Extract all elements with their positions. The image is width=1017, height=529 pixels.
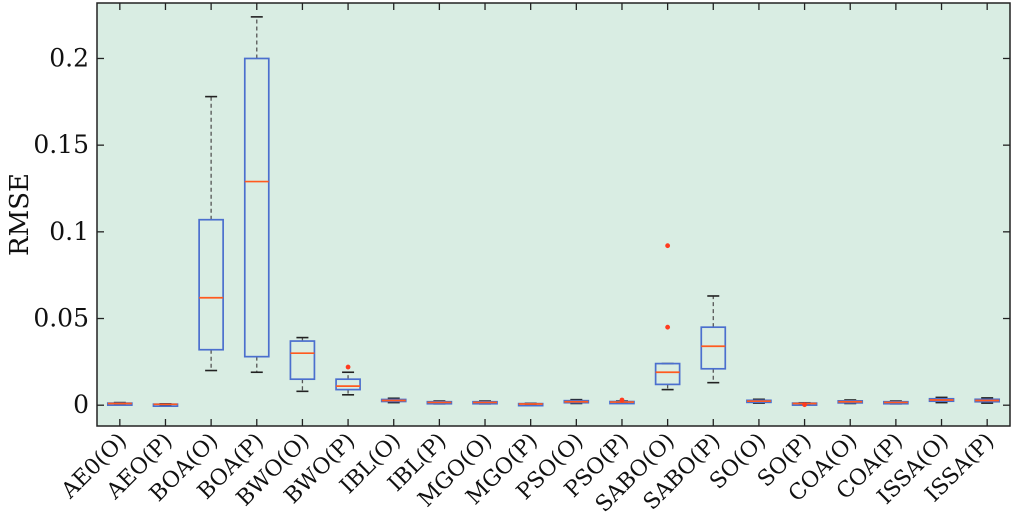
box-BWO(P) — [335, 364, 361, 396]
box-COA(O) — [837, 399, 864, 405]
y-axis-label: RMSE — [5, 173, 35, 256]
outlier-point — [802, 402, 807, 408]
box-iqr — [700, 326, 727, 370]
box-AE0(O) — [106, 401, 133, 406]
y-tick-label: 0 — [73, 390, 89, 419]
box-ISSA(O) — [928, 396, 955, 404]
box-MGO(P) — [517, 402, 544, 407]
box-MGO(O) — [472, 400, 498, 405]
box-IBL(O) — [380, 397, 407, 404]
y-axis: 0 0.05 0.1 0.15 0.2 — [33, 43, 1010, 419]
box-BWO(O) — [289, 336, 316, 393]
y-tick-label: 0.05 — [33, 304, 89, 333]
y-tick-label: 0.2 — [49, 43, 89, 72]
box-AEO(P) — [152, 403, 179, 408]
box-PSO(P) — [609, 397, 635, 405]
plot-frame — [96, 2, 1011, 427]
box-iqr — [198, 218, 224, 351]
outlier-point — [345, 364, 351, 370]
box-SABO(O) — [654, 243, 681, 391]
box-iqr — [289, 340, 316, 381]
y-tick-label: 0.15 — [33, 130, 89, 159]
box-iqr — [654, 362, 681, 386]
box-ISSA(P) — [974, 397, 1001, 404]
outlier-point — [665, 324, 671, 330]
box-BOA(O) — [198, 95, 224, 372]
box-iqr — [335, 378, 361, 391]
outlier-point — [619, 397, 625, 403]
y-tick-label: 0.1 — [49, 217, 89, 246]
box-COA(P) — [883, 400, 909, 405]
box-PSO(O) — [563, 398, 590, 405]
outlier-point — [665, 243, 671, 249]
box-SO(P) — [791, 401, 818, 408]
box-SABO(P) — [700, 295, 727, 384]
box-series — [106, 16, 1001, 408]
plot-background — [97, 3, 1010, 426]
box-BOA(P) — [243, 16, 270, 374]
box-SO(O) — [746, 398, 772, 404]
box-iqr — [243, 57, 270, 358]
box-IBL(P) — [426, 400, 453, 405]
